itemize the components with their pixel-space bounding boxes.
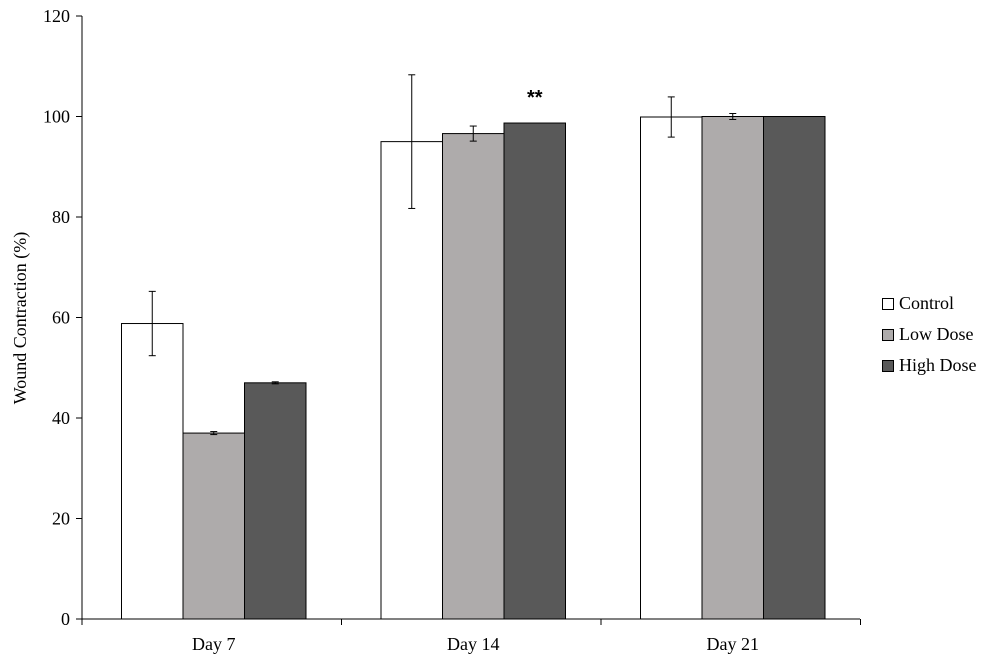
x-tick-label-day-14: Day 14 xyxy=(447,634,500,654)
legend-swatch-high-dose xyxy=(882,359,894,372)
y-axis-title: Wound Contraction (%) xyxy=(10,232,31,405)
legend-swatch-low-dose xyxy=(882,328,894,341)
y-tick-label-80: 80 xyxy=(52,207,70,227)
legend-label-control: Control xyxy=(899,293,955,313)
y-tick-label-40: 40 xyxy=(52,408,70,428)
legend-item-low-dose: Low Dose xyxy=(882,319,977,350)
significance-marker: ** xyxy=(527,87,543,109)
y-tick-label-120: 120 xyxy=(43,6,70,26)
y-tick-label-60: 60 xyxy=(52,308,70,328)
y-tick-label-0: 0 xyxy=(61,609,70,629)
x-tick-label-day-21: Day 21 xyxy=(707,634,760,654)
legend-item-high-dose: High Dose xyxy=(882,350,977,381)
legend: Control Low Dose High Dose xyxy=(882,288,977,381)
bar-control-day-14 xyxy=(380,141,443,620)
y-tick-label-100: 100 xyxy=(43,107,70,127)
legend-swatch-control xyxy=(882,297,894,310)
bar-low-dose-day-14 xyxy=(442,133,505,620)
bar-high-dose-day-21 xyxy=(763,116,826,620)
bar-high-dose-day-14 xyxy=(503,122,566,620)
y-tick-label-20: 20 xyxy=(52,509,70,529)
bar-high-dose-day-7 xyxy=(244,382,307,620)
bar-low-dose-day-21 xyxy=(701,116,764,620)
axes-layer: Day 7 Day 14 Day 21 ** 0 20 40 60 80 100 120 xyxy=(43,6,861,654)
x-tick-label-day-7: Day 7 xyxy=(192,634,236,654)
bar-control-day-7 xyxy=(121,323,184,620)
bars-layer xyxy=(121,74,826,620)
legend-item-control: Control xyxy=(882,288,977,319)
bar-control-day-21 xyxy=(640,116,703,620)
bar-low-dose-day-7 xyxy=(182,432,245,620)
legend-label-low-dose: Low Dose xyxy=(899,324,974,344)
legend-label-high-dose: High Dose xyxy=(899,355,977,375)
